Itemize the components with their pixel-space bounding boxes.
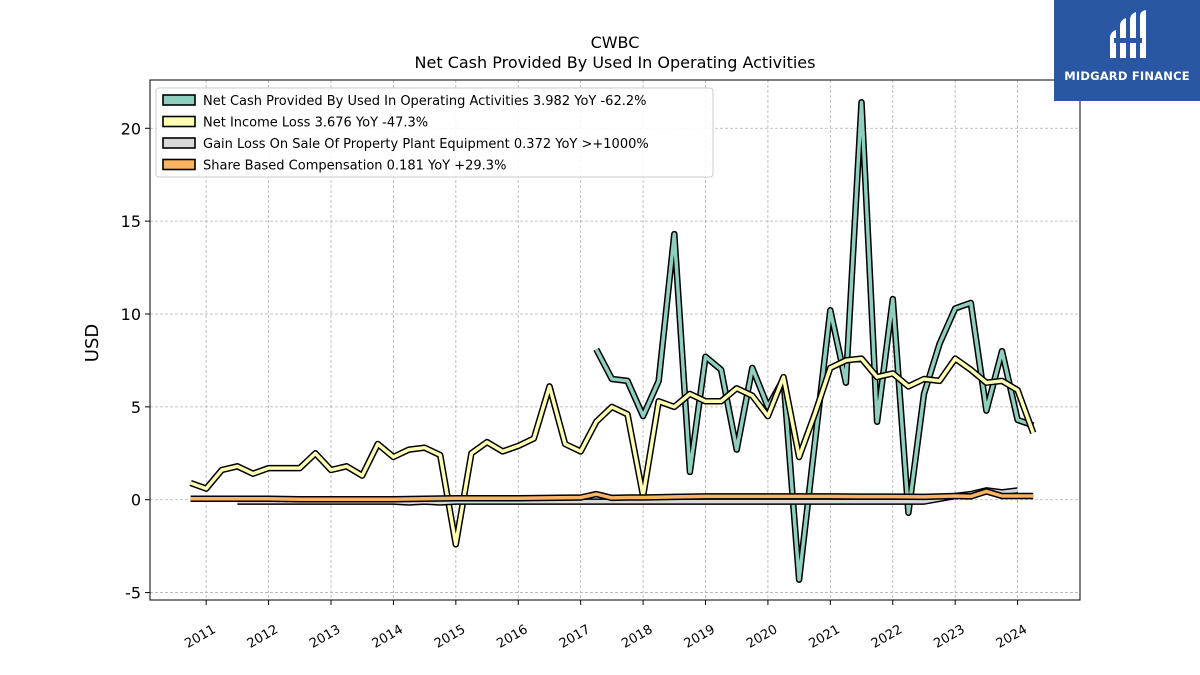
y-tick-label: 0 [131,491,141,510]
legend-swatch [162,115,196,128]
legend-entry: Net Cash Provided By Used In Operating A… [203,94,646,109]
legend: Net Cash Provided By Used In Operating A… [155,87,714,178]
chart-title: CWBC [591,33,640,52]
legend-swatch [162,158,196,171]
x-tick-label: 2023 [931,622,967,652]
x-tick-label: 2014 [370,622,406,652]
x-tick-label: 2011 [182,622,218,652]
y-tick-label: 20 [121,119,141,138]
y-tick-label: 10 [121,305,141,324]
legend-entry: Gain Loss On Sale Of Property Plant Equi… [203,137,649,152]
x-tick-label: 2012 [245,622,281,652]
legend-swatch [162,94,196,106]
legend-swatch [162,137,196,149]
y-tick-label: 5 [131,398,141,417]
series-net-cash-provided-by-used-in-operating-activities [593,99,1035,583]
midgard-finance-logo: MIDGARD FINANCE [1054,0,1200,101]
series-share-based-compensation [190,488,1034,503]
legend-entry: Share Based Compensation 0.181 YoY +29.3… [203,159,506,174]
x-tick-label: 2021 [807,622,843,652]
x-tick-label: 2016 [494,622,530,652]
chart-subtitle: Net Cash Provided By Used In Operating A… [415,53,816,72]
x-tick-label: 2017 [557,622,593,652]
x-tick-label: 2020 [744,622,780,652]
x-tick-label: 2024 [994,622,1030,652]
logo-text: MIDGARD FINANCE [1064,69,1190,83]
midgard-logo-icon [1110,10,1146,58]
x-tick-label: 2013 [307,622,343,652]
series-layer [189,99,1037,583]
series-line [594,100,1034,582]
series-line [190,489,1034,502]
y-tick-label: -5 [125,584,141,603]
x-tick-label: 2018 [619,622,655,652]
legend-box [155,87,714,178]
x-tick-label: 2022 [869,622,905,652]
y-axis-label: USD [82,324,103,362]
y-tick-label: 15 [121,212,141,231]
series-net-income-loss [189,355,1037,548]
x-tick-label: 2019 [682,622,718,652]
x-tick-label: 2015 [432,622,468,652]
plot-frame [149,79,1081,601]
axes: -5 0 5 10 15 20 2011 2012 2013 2014 2015 2016 2017 20… [121,119,1030,651]
legend-entry: Net Income Loss 3.676 YoY -47.3% [203,116,428,131]
series-line [190,356,1035,547]
